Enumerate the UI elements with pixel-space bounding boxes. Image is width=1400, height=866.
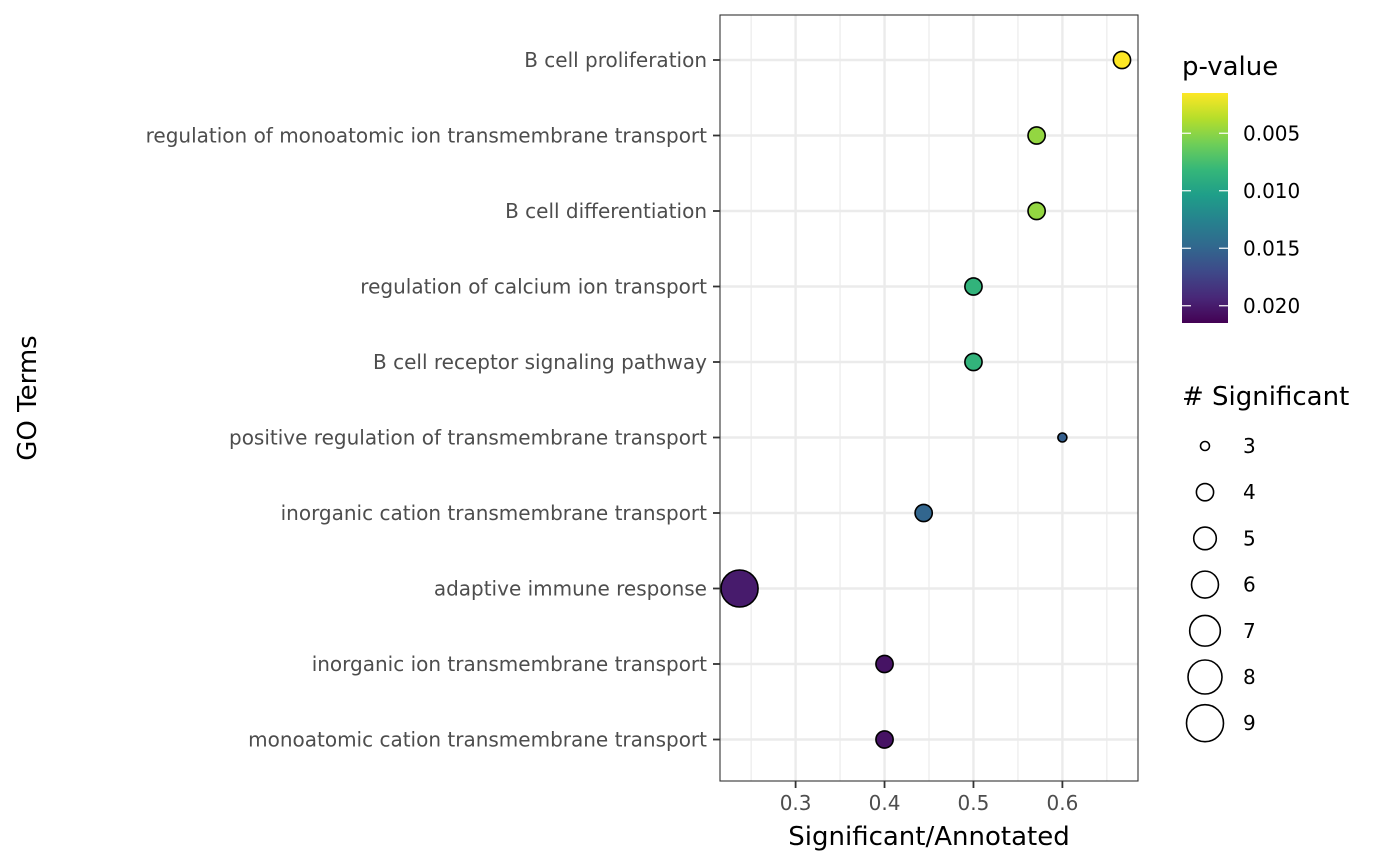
size-legend-label: 3 (1243, 434, 1256, 458)
y-axis: B cell proliferation regulation of monoat… (146, 48, 720, 752)
data-points (720, 50, 1132, 749)
y-tick-label: inorganic cation transmembrane transport (281, 501, 708, 525)
size-legend-key (1188, 614, 1222, 647)
y-tick-label: inorganic ion transmembrane transport (312, 652, 707, 676)
x-axis-title: Significant/Annotated (788, 822, 1069, 852)
plot-border (719, 14, 1139, 782)
size-legend-key (1195, 482, 1215, 502)
data-point (964, 277, 983, 296)
size-legend-key (1187, 659, 1223, 695)
color-legend-label: 0.015 (1243, 236, 1300, 260)
data-point (720, 569, 759, 608)
x-tick-label: 0.5 (958, 791, 990, 815)
size-legend-label: 6 (1243, 573, 1256, 597)
color-bar (1182, 93, 1228, 323)
data-point (1027, 201, 1047, 221)
grid-minor (750, 15, 1108, 781)
y-tick-label: monoatomic cation transmembrane transpor… (248, 728, 707, 752)
size-legend-label: 8 (1243, 665, 1256, 689)
color-legend: p-value 0.005 0.010 0.015 0.020 (1182, 52, 1300, 323)
y-tick-label: regulation of monoatomic ion transmembra… (146, 124, 708, 148)
y-tick-label: B cell differentiation (505, 199, 707, 223)
grid-major (720, 15, 1138, 781)
size-legend-label: 4 (1243, 480, 1256, 504)
color-legend-label: 0.010 (1243, 179, 1300, 203)
size-legend-label: 5 (1243, 526, 1256, 550)
color-legend-label: 0.020 (1243, 294, 1300, 318)
data-point (875, 730, 894, 749)
y-axis-title: GO Terms (13, 335, 43, 460)
color-legend-title: p-value (1182, 52, 1278, 82)
size-legend-key (1192, 526, 1218, 551)
data-point (914, 503, 934, 523)
size-legend-label: 9 (1243, 711, 1256, 735)
y-tick-label: adaptive immune response (434, 577, 707, 601)
data-point (964, 352, 983, 372)
color-legend-label: 0.005 (1243, 121, 1300, 145)
size-legend-title: # Significant (1182, 382, 1349, 412)
x-tick-label: 0.6 (1046, 791, 1078, 815)
y-tick-label: regulation of calcium ion transport (360, 275, 707, 299)
data-point (1112, 50, 1132, 70)
y-tick-label: B cell proliferation (524, 48, 707, 72)
y-tick-label: B cell receptor signaling pathway (373, 350, 707, 374)
y-tick-label: positive regulation of transmembrane tra… (229, 426, 707, 450)
x-tick-label: 0.4 (869, 791, 901, 815)
size-legend-key (1190, 570, 1220, 599)
size-legend-key (1199, 440, 1211, 452)
size-legend-label: 7 (1243, 619, 1256, 643)
x-tick-label: 0.3 (780, 791, 812, 815)
x-axis: 0.3 0.4 0.5 0.6 (780, 781, 1078, 815)
data-point (1027, 126, 1047, 145)
size-legend-key (1185, 703, 1225, 743)
data-point (1057, 432, 1068, 443)
size-legend: # Significant 3 4 5 6 7 8 9 (1182, 382, 1349, 743)
data-point (875, 654, 894, 674)
